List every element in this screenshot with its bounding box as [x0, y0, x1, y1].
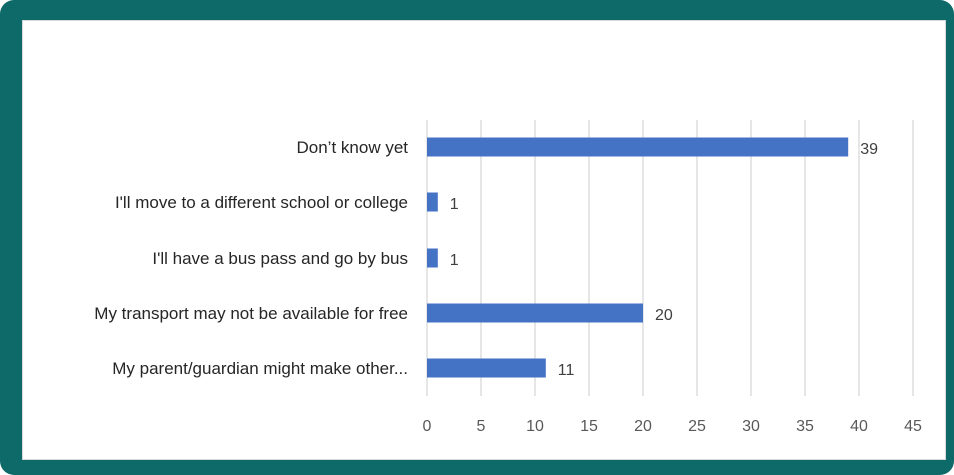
x-tick-label: 35 [796, 418, 814, 435]
x-tick-label: 20 [634, 418, 652, 435]
bar [427, 137, 849, 157]
category-label: I'll have a bus pass and go by bus [152, 249, 408, 268]
bar [427, 358, 546, 378]
data-label: 1 [450, 252, 459, 269]
x-tick-label: 25 [688, 418, 706, 435]
bar [427, 192, 438, 212]
data-label: 11 [558, 362, 575, 379]
category-label: My transport may not be available for fr… [94, 304, 408, 323]
x-tick-label: 45 [904, 418, 922, 435]
x-tick-label: 0 [423, 418, 432, 435]
chart-panel [22, 20, 946, 460]
category-label: My parent/guardian might make other... [112, 359, 408, 378]
data-label: 39 [860, 141, 878, 158]
x-tick-label: 10 [526, 418, 544, 435]
x-tick-label: 5 [477, 418, 486, 435]
category-label: I'll move to a different school or colle… [115, 193, 408, 212]
x-tick-label: 30 [742, 418, 760, 435]
data-label: 20 [655, 307, 673, 324]
category-label: Don’t know yet [297, 138, 409, 157]
bar [427, 303, 643, 323]
x-tick-label: 40 [850, 418, 868, 435]
bar [427, 248, 438, 268]
x-tick-label: 15 [580, 418, 598, 435]
data-label: 1 [450, 196, 459, 213]
